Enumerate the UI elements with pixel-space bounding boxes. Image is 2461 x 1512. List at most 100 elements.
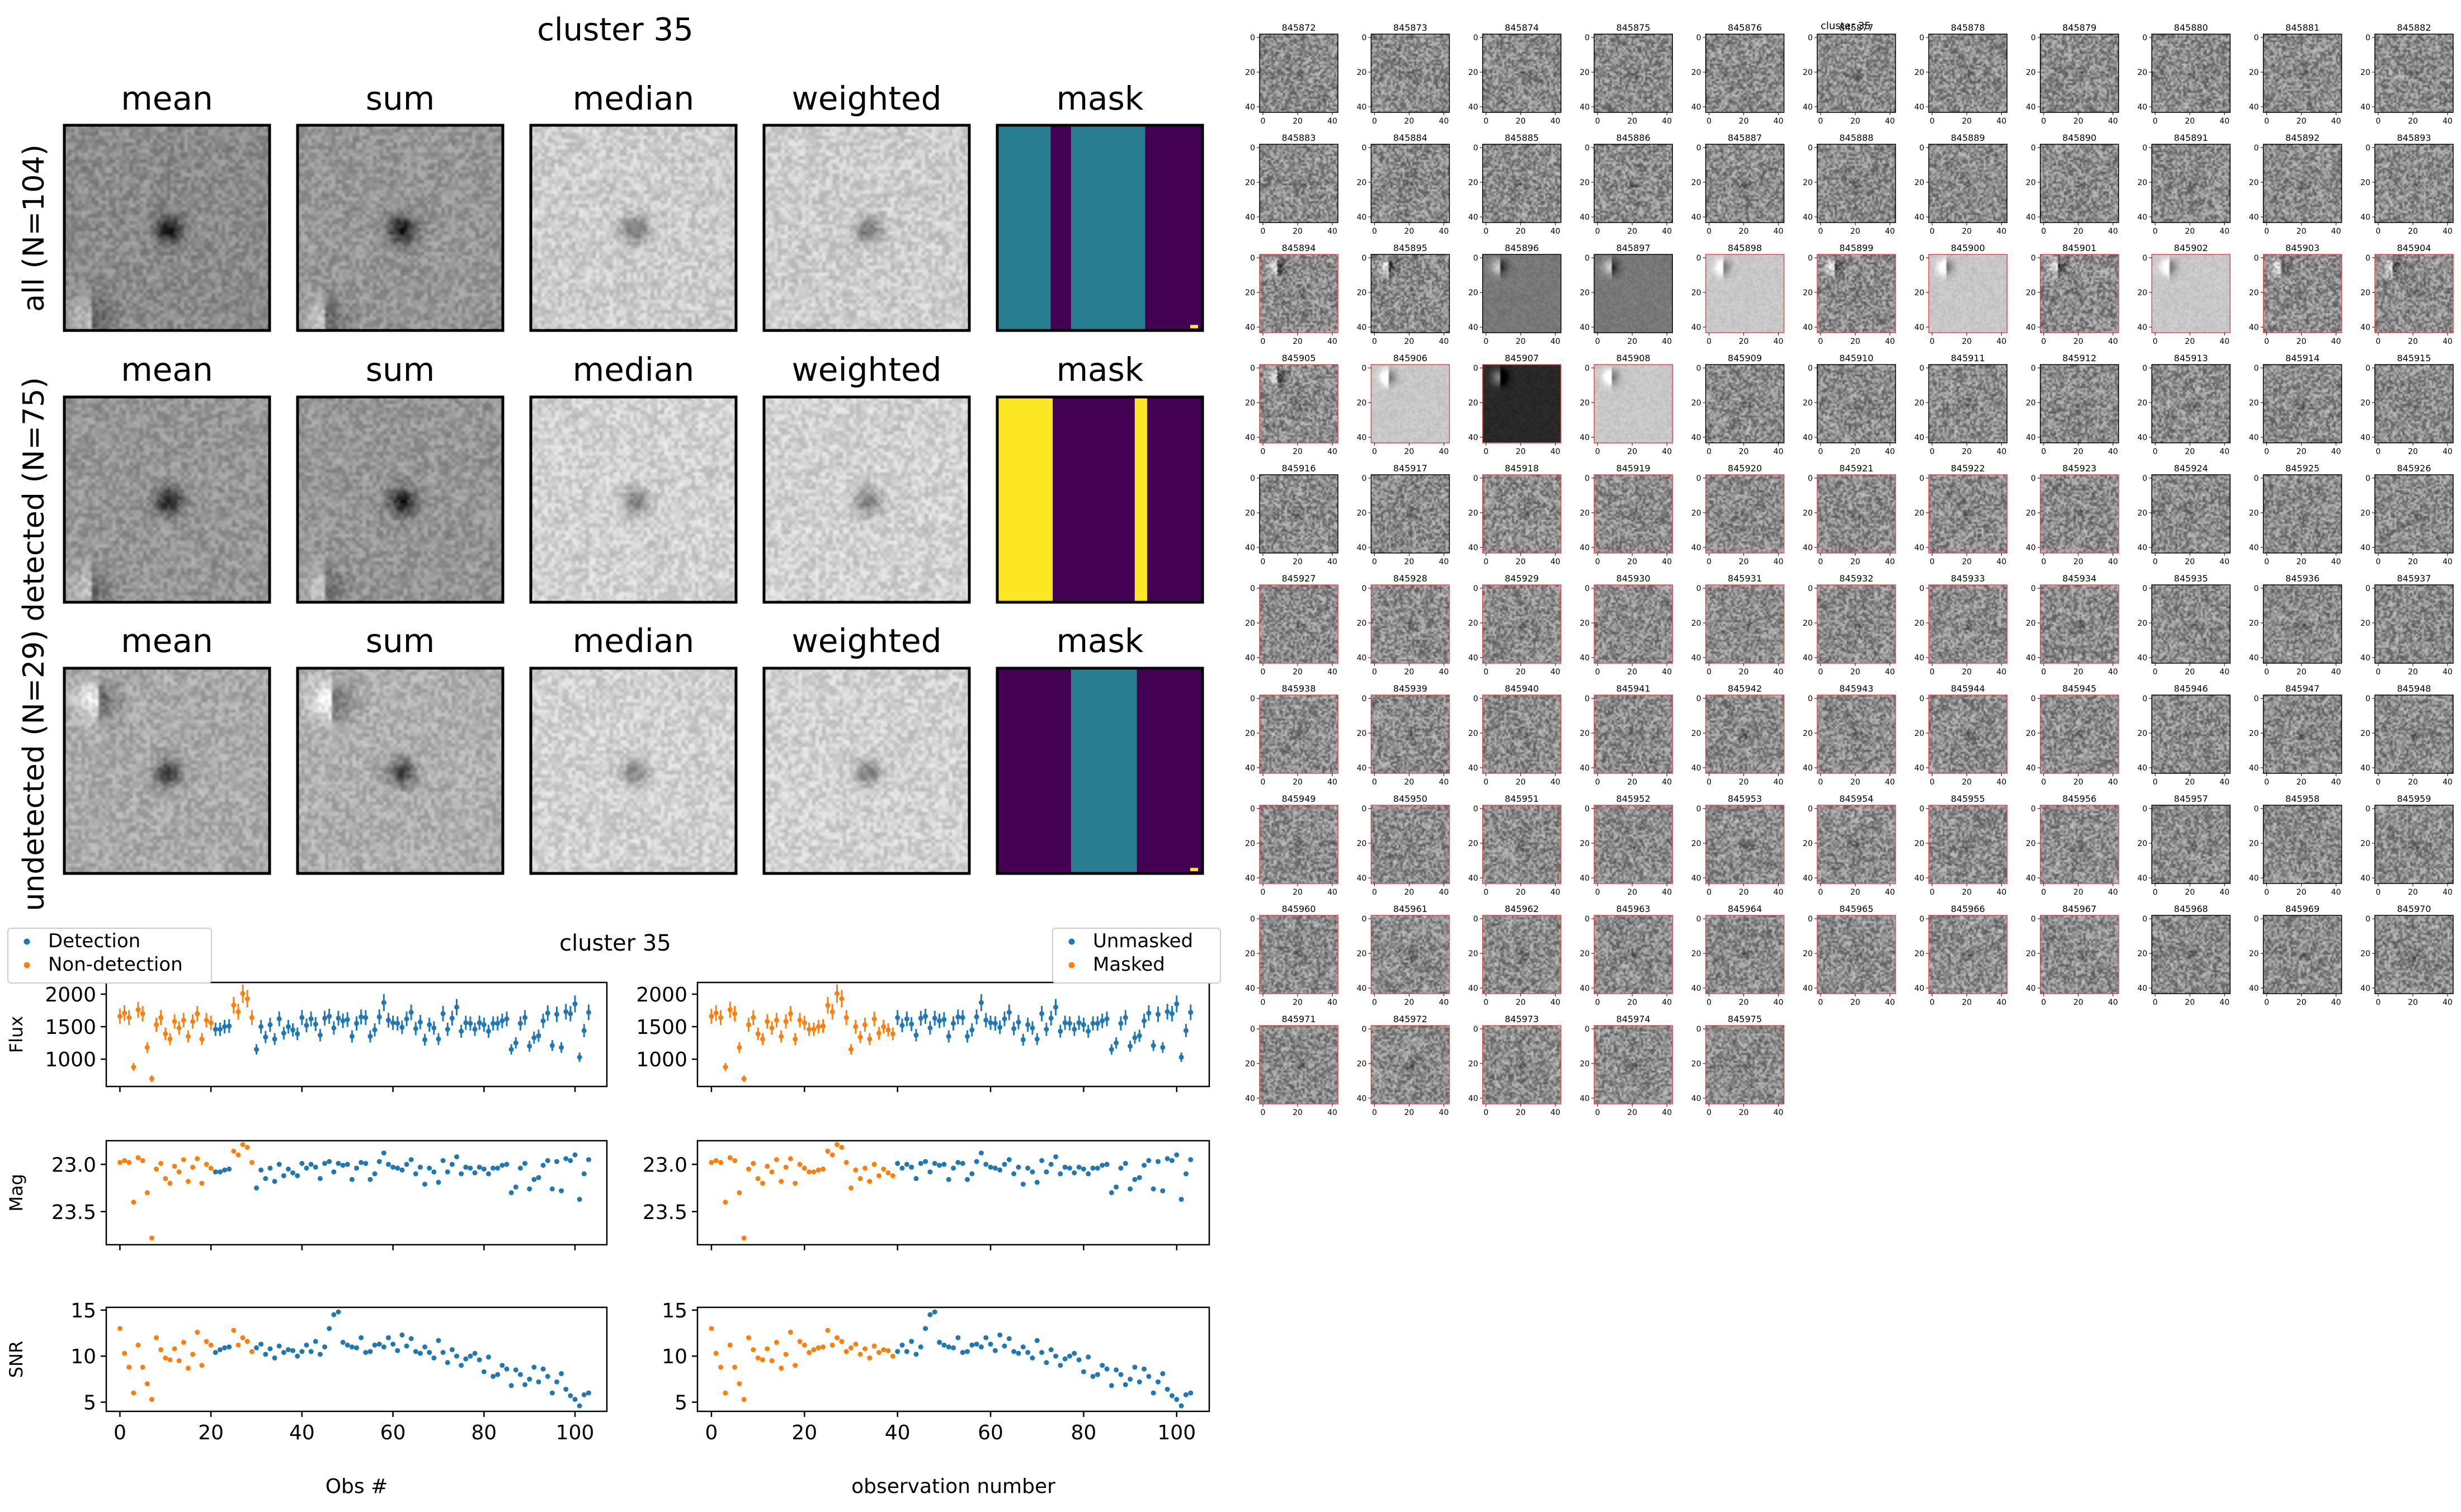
thumbnail-x-tick-label: 20 <box>1739 668 1749 677</box>
data-point <box>1006 1009 1012 1015</box>
thumbnail-y-tick-label: 40 <box>1580 1094 1590 1103</box>
image-frame <box>996 395 1204 604</box>
thumbnail-y-tick-label: 40 <box>2360 544 2370 552</box>
data-point <box>1039 1350 1045 1355</box>
thumbnail-x-tick-label: 20 <box>1962 337 1972 346</box>
thumbnail-y-tick-label: 0 <box>1808 584 1813 593</box>
data-point <box>732 1364 738 1370</box>
legend-label: Unmasked <box>1093 930 1193 952</box>
thumbnail-y-tick-label: 20 <box>1245 729 1255 738</box>
data-point <box>1156 1012 1161 1017</box>
thumbnail-frame <box>2262 364 2342 443</box>
thumbnail-y-tick-label: 0 <box>2142 694 2147 703</box>
data-point <box>1011 1171 1017 1176</box>
data-point <box>354 1165 359 1171</box>
data-point <box>918 1015 923 1021</box>
thumbnail-x-tick-label: 20 <box>1962 557 1972 566</box>
data-point <box>741 1076 747 1081</box>
thumbnail-frame <box>2374 34 2454 113</box>
thumbnail-frame <box>1482 254 1562 333</box>
data-point <box>586 1390 591 1396</box>
data-point <box>1178 1197 1184 1202</box>
thumbnail-y-tick-label: 40 <box>1580 654 1590 663</box>
data-point <box>1090 1373 1096 1379</box>
data-point <box>304 1165 309 1171</box>
thumbnail-id: 845913 <box>2174 353 2208 363</box>
thumbnail-x-tick-label: 0 <box>1930 557 1935 566</box>
x-tick-label: 40 <box>885 1421 911 1444</box>
thumbnail-y-tick-label: 0 <box>1696 805 1701 814</box>
thumbnail-id: 845952 <box>1616 793 1651 804</box>
data-point <box>317 1032 323 1038</box>
thumbnail-frame <box>1593 144 1673 223</box>
data-point <box>281 1350 286 1355</box>
thumbnail-x-tick-label: 40 <box>1662 117 1672 126</box>
thumbnail-image <box>2152 365 2231 443</box>
thumbnail-image <box>1260 1026 1338 1104</box>
data-point <box>545 1158 550 1164</box>
image-frame <box>296 124 505 332</box>
thumbnail-y-tick-label: 0 <box>2142 364 2147 373</box>
thumbnail-x-tick-label: 20 <box>2297 998 2307 1007</box>
data-point <box>969 1171 975 1176</box>
data-point <box>395 1348 400 1353</box>
thumbnail-x-tick-label: 0 <box>1595 447 1600 456</box>
thumbnail-y-tick-label: 0 <box>1808 254 1813 263</box>
thumbnail-x-tick-label: 0 <box>1706 447 1712 456</box>
row-label: detected (N=75) <box>17 377 51 621</box>
thumbnail-x-tick-label: 0 <box>1930 668 1935 677</box>
thumbnail-x-tick-label: 0 <box>1706 668 1712 677</box>
thumbnail-y-tick-label: 0 <box>1250 805 1255 814</box>
data-point <box>867 1179 873 1184</box>
thumbnail-y-tick-label: 20 <box>1803 839 1813 848</box>
data-point <box>1156 1379 1161 1385</box>
data-point <box>554 1012 559 1017</box>
thumbnail-y-tick-label: 20 <box>2026 68 2036 77</box>
thumbnail-x-tick-label: 40 <box>1885 668 1895 677</box>
thumbnail-frame <box>1705 584 1785 664</box>
data-point <box>885 1027 891 1033</box>
thumbnail-x-tick-label: 40 <box>1774 557 1784 566</box>
data-point <box>1174 1001 1180 1007</box>
data-point <box>927 1312 933 1317</box>
thumbnail-y-tick-label: 20 <box>1580 289 1590 297</box>
data-point <box>359 1014 364 1020</box>
data-point <box>983 1017 989 1023</box>
data-point <box>345 1342 350 1348</box>
data-point <box>815 1024 821 1029</box>
thumbnail-y-tick-label: 20 <box>2026 509 2036 518</box>
thumbnail-frame <box>1817 915 1896 994</box>
y-tick-label: 10 <box>662 1345 687 1368</box>
data-point <box>765 1346 770 1352</box>
data-point <box>737 1381 742 1387</box>
thumbnail-id: 845905 <box>1281 353 1316 363</box>
data-point <box>144 1045 150 1050</box>
data-point <box>895 1015 901 1020</box>
thumbnail-y-tick-label: 40 <box>1803 874 1813 883</box>
data-point <box>941 1017 947 1022</box>
data-point <box>122 1010 128 1016</box>
data-point <box>723 1064 728 1070</box>
thumbnail-image <box>1260 365 1338 443</box>
thumbnail-x-tick-label: 0 <box>1372 337 1377 346</box>
thumbnail-y-tick-label: 40 <box>1357 764 1367 773</box>
thumbnail-x-tick-label: 20 <box>1404 668 1414 677</box>
data-point <box>376 1159 382 1164</box>
thumbnail-x-tick-label: 40 <box>2219 337 2229 346</box>
thumbnail-x-tick-label: 20 <box>1293 337 1303 346</box>
thumbnail-y-tick-label: 0 <box>1585 584 1590 593</box>
stacked-image-mean <box>64 397 270 602</box>
data-point <box>395 1165 400 1171</box>
thumbnail-y-tick-label: 40 <box>1357 984 1367 993</box>
thumbnail-frame <box>2151 34 2231 113</box>
data-point <box>427 1350 432 1355</box>
data-point <box>1183 1392 1189 1397</box>
y-tick-label: 23.5 <box>51 1201 96 1224</box>
data-point <box>445 1360 450 1365</box>
data-point <box>1165 1009 1170 1014</box>
data-point <box>839 996 845 1001</box>
thumbnail-y-tick-label: 0 <box>1696 254 1701 263</box>
